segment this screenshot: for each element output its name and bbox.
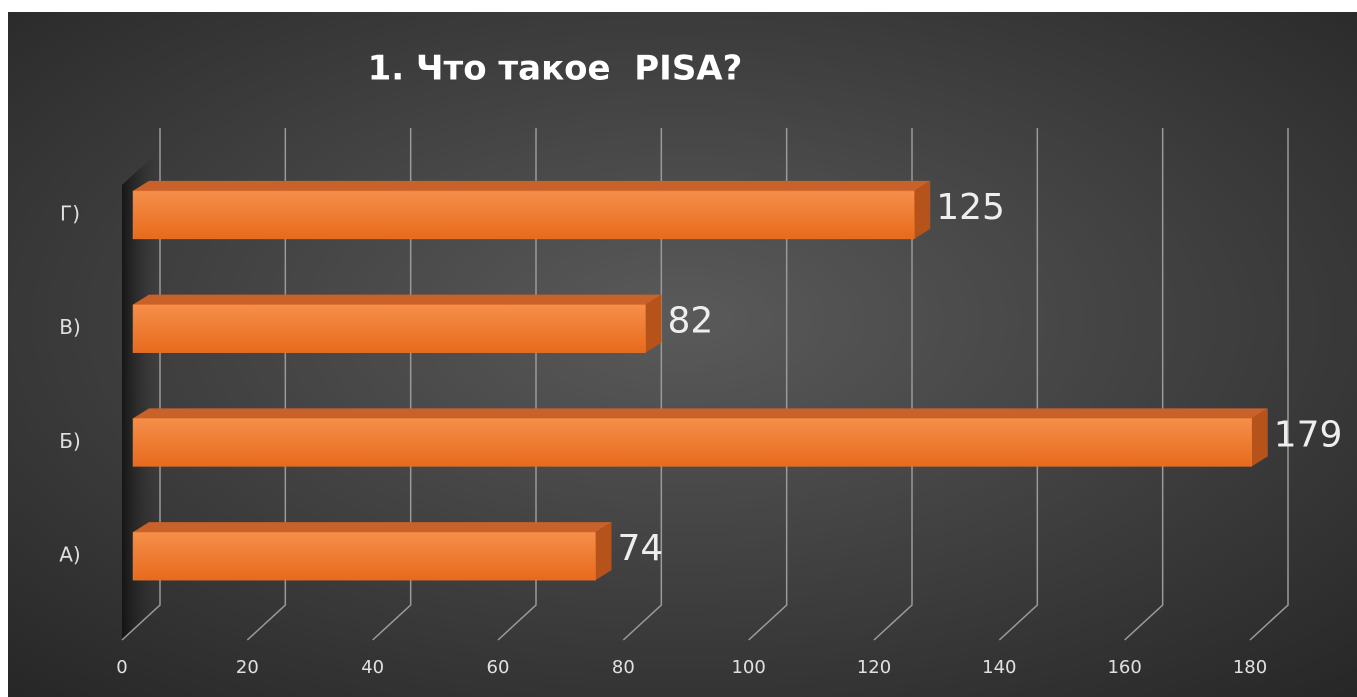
- bar-top: [133, 180, 931, 191]
- bar-side: [1251, 408, 1268, 467]
- bar-side: [595, 522, 612, 581]
- grid-line: [1124, 128, 1164, 641]
- y-tick-label: А): [59, 543, 80, 567]
- x-tick-label: 0: [116, 657, 127, 678]
- x-tick-label: 120: [857, 657, 891, 678]
- grid-line: [372, 128, 412, 641]
- grid-line: [497, 128, 537, 641]
- y-tick-label: Г): [60, 201, 80, 225]
- data-label: 125: [936, 187, 1005, 228]
- bar: [132, 304, 646, 353]
- x-tick-label: 160: [1107, 657, 1141, 678]
- y-tick-label: Б): [59, 429, 81, 453]
- y-tick-label: В): [59, 315, 81, 339]
- x-tick-label: 140: [982, 657, 1016, 678]
- bar-top: [133, 408, 1268, 419]
- data-label: 74: [618, 528, 664, 569]
- grid-line: [622, 128, 663, 641]
- grid-line: [1249, 128, 1289, 641]
- grid-line: [246, 128, 287, 641]
- x-tick-label: 80: [612, 657, 635, 678]
- background: [8, 12, 1357, 697]
- x-tick-label: 180: [1233, 657, 1267, 678]
- chart-title: 1. Что такое PISA?: [368, 49, 743, 89]
- grid-line: [998, 128, 1039, 641]
- bar: [132, 531, 596, 581]
- x-tick-label: 20: [236, 657, 259, 678]
- x-tick-label: 40: [361, 657, 384, 678]
- side-wall: [122, 150, 160, 640]
- bar: [132, 190, 915, 240]
- bar-top: [133, 522, 612, 533]
- data-label: 82: [668, 301, 714, 342]
- bar-top: [133, 294, 662, 305]
- data-label: 179: [1274, 414, 1343, 455]
- bar-side: [645, 294, 662, 353]
- grid-line: [748, 128, 788, 641]
- bar-side: [914, 180, 931, 239]
- grid-line: [121, 128, 161, 641]
- grid-line: [873, 128, 913, 641]
- x-tick-label: 100: [731, 657, 765, 678]
- bar: [132, 418, 1252, 467]
- x-tick-label: 60: [487, 657, 510, 678]
